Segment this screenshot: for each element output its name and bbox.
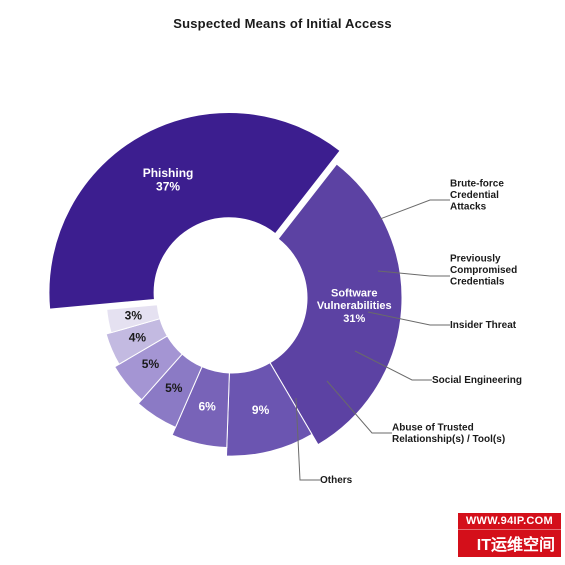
external-label: PreviouslyCompromisedCredentials — [450, 253, 517, 287]
donut-chart: SoftwareVulnerabilities31%9%Brute-forceC… — [0, 0, 565, 565]
slice-label: 4% — [129, 331, 147, 345]
slice-label: 9% — [252, 403, 270, 417]
external-label: Social Engineering — [432, 375, 522, 386]
external-label: Insider Threat — [450, 320, 517, 331]
chart-title: Suspected Means of Initial Access — [0, 16, 565, 31]
external-label: Brute-forceCredentialAttacks — [450, 178, 504, 212]
slice-label: 5% — [165, 381, 183, 395]
slice-phishing — [49, 113, 340, 310]
external-label: Abuse of TrustedRelationship(s) / Tool(s… — [392, 422, 505, 445]
watermark-url: WWW.94IP.COM — [458, 513, 561, 529]
chart-container: Suspected Means of Initial Access Softwa… — [0, 0, 565, 565]
watermark: WWW.94IP.COM IT运维空间 — [458, 513, 561, 557]
external-label: Others — [320, 475, 353, 486]
watermark-cn: IT运维空间 — [458, 529, 561, 557]
slice-label: 5% — [142, 357, 160, 371]
slice-label: 3% — [125, 309, 143, 323]
slice-label: 6% — [198, 400, 216, 414]
leader-line — [380, 200, 450, 219]
